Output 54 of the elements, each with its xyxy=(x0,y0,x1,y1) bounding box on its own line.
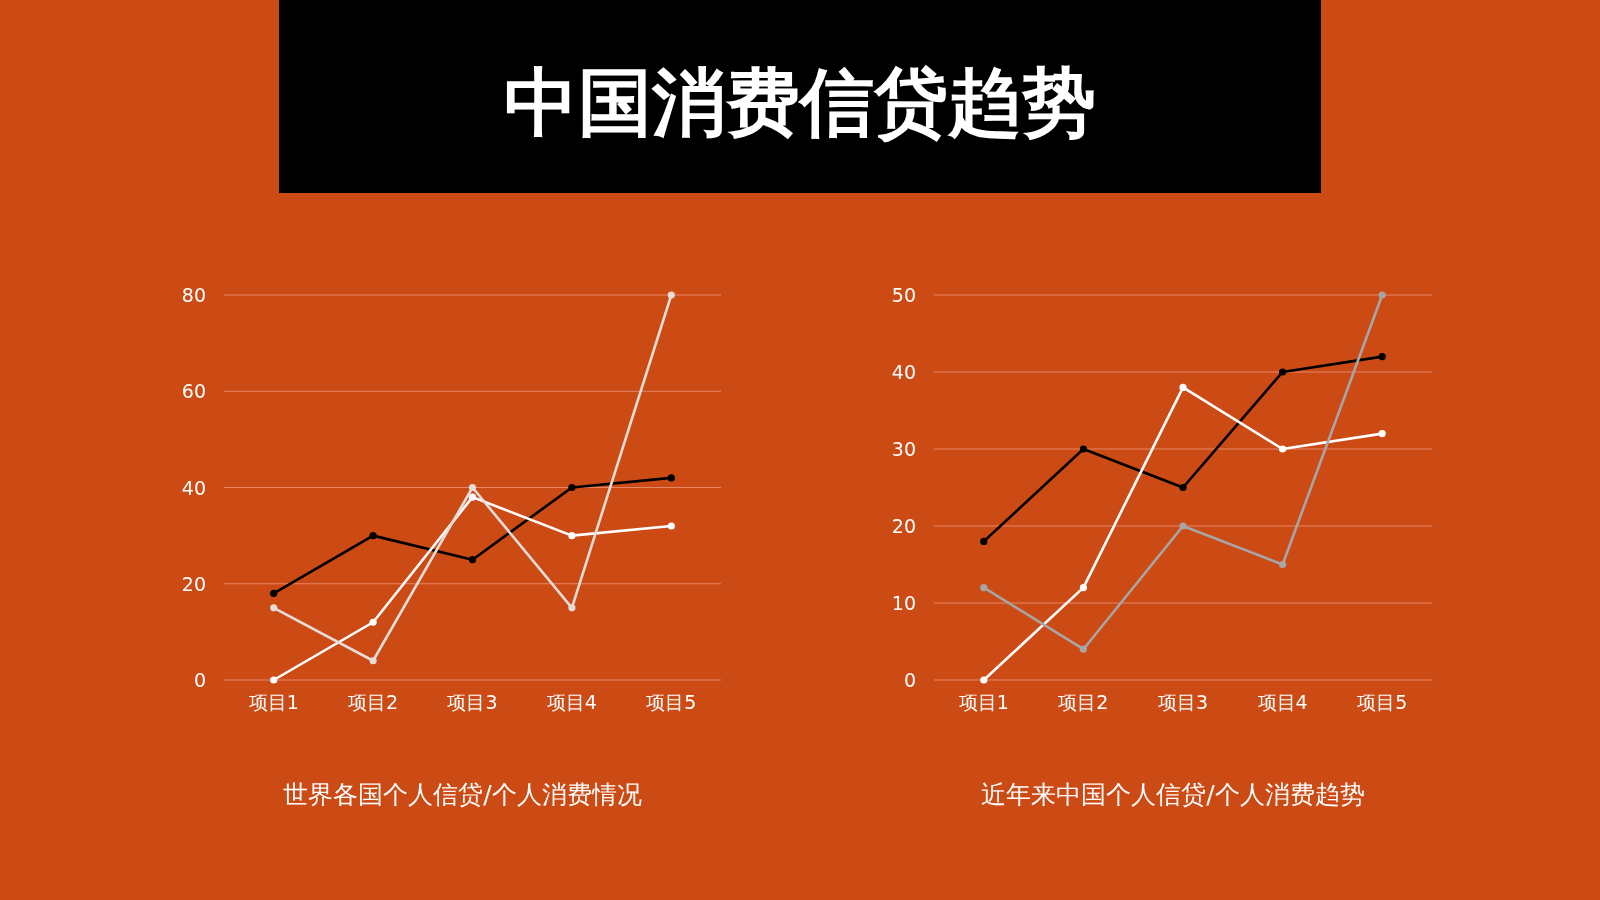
text: 近年来中国个人信贷/个人消费趋势 xyxy=(981,780,1365,809)
point xyxy=(1378,430,1386,438)
y-tick-label: 30 xyxy=(891,438,916,460)
point xyxy=(369,657,377,665)
y-tick-label: 40 xyxy=(181,476,206,499)
text: 中国消费信贷趋势 xyxy=(504,59,1096,145)
point xyxy=(667,291,675,299)
point xyxy=(468,493,477,501)
point xyxy=(568,604,576,612)
x-tick-label: 项目4 xyxy=(1257,691,1308,713)
y-tick-label: 20 xyxy=(181,572,206,595)
point xyxy=(1279,368,1287,376)
x-tick-label: 项目2 xyxy=(1058,691,1109,713)
point xyxy=(980,676,988,684)
x-tick-label: 项目3 xyxy=(447,691,498,713)
point xyxy=(468,483,477,492)
y-tick-label: 10 xyxy=(891,592,916,614)
point xyxy=(1079,645,1087,653)
point xyxy=(1279,560,1287,569)
x-tick-label: 项目5 xyxy=(1357,691,1408,713)
y-tick-label: 80 xyxy=(181,284,206,306)
point xyxy=(1179,383,1187,391)
point xyxy=(270,589,278,597)
point xyxy=(980,584,988,592)
text: 世界各国个人信贷/个人消费情况 xyxy=(283,780,642,809)
x-tick-label: 项目2 xyxy=(348,691,399,713)
point xyxy=(1079,584,1087,592)
y-tick-label: 0 xyxy=(193,669,206,691)
point xyxy=(1179,522,1187,530)
point xyxy=(568,483,576,492)
point xyxy=(1378,291,1386,299)
point xyxy=(667,474,675,482)
point xyxy=(980,537,988,545)
point xyxy=(1079,445,1087,453)
point xyxy=(369,532,377,540)
point xyxy=(1378,353,1386,361)
y-tick-label: 40 xyxy=(891,361,916,383)
point xyxy=(270,604,278,612)
x-tick-label: 项目1 xyxy=(958,691,1009,713)
point xyxy=(1179,483,1187,492)
point xyxy=(369,618,377,626)
y-tick-label: 60 xyxy=(181,380,206,403)
y-tick-label: 20 xyxy=(891,515,916,537)
point xyxy=(667,522,675,530)
point xyxy=(468,556,477,564)
point xyxy=(1279,445,1287,453)
x-tick-label: 项目5 xyxy=(646,691,697,713)
point xyxy=(568,532,576,540)
y-tick-label: 50 xyxy=(891,284,916,306)
point xyxy=(270,676,278,684)
x-tick-label: 项目4 xyxy=(546,691,597,713)
x-tick-label: 项目3 xyxy=(1157,691,1209,713)
x-tick-label: 项目1 xyxy=(248,691,299,713)
y-tick-label: 0 xyxy=(903,669,916,691)
